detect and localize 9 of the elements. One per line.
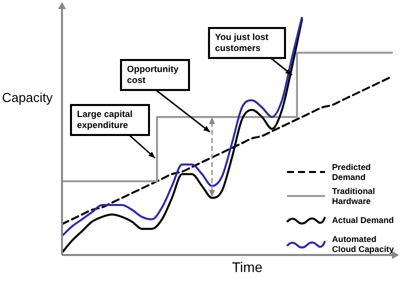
legend-label: Predicted Demand (332, 162, 372, 182)
legend-label: Actual Demand (332, 215, 394, 225)
annotation: You just lost customers (208, 27, 286, 59)
annotation: Opportunity cost (120, 59, 190, 91)
annotation: Large capital expenditure (70, 104, 150, 136)
x-axis-title: Time (232, 259, 263, 275)
legend-label: Automated Cloud Capacity (332, 234, 394, 254)
y-axis-title: Capacity (2, 90, 53, 105)
legend-label: Traditional Hardware (332, 186, 376, 206)
